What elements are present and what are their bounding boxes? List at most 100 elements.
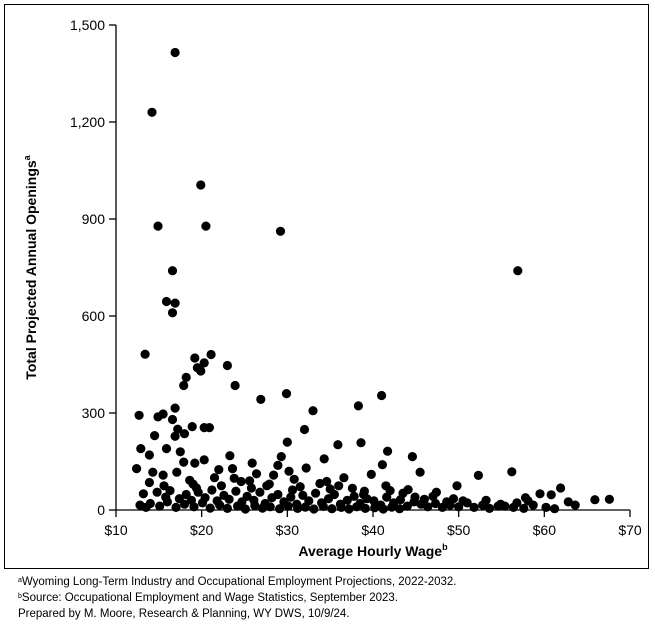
data-point <box>281 389 292 399</box>
data-point <box>462 498 472 508</box>
data-point <box>546 490 556 500</box>
data-point <box>315 478 325 489</box>
data-point <box>273 489 283 500</box>
data-point <box>144 477 154 488</box>
data-point <box>185 475 195 485</box>
data-point <box>311 488 321 498</box>
data-point <box>240 504 250 514</box>
data-point <box>161 296 172 307</box>
data-point <box>167 266 178 276</box>
data-point <box>402 501 412 511</box>
data-point <box>286 492 296 502</box>
data-point <box>170 403 180 413</box>
data-point <box>300 502 310 512</box>
data-point <box>410 492 420 502</box>
data-point <box>222 360 232 371</box>
data-point <box>319 454 329 464</box>
data-point <box>275 226 286 236</box>
data-point <box>181 372 191 382</box>
data-point <box>201 221 211 231</box>
data-point <box>325 484 335 494</box>
data-point <box>284 466 294 476</box>
data-point <box>469 502 479 512</box>
data-point <box>377 390 387 401</box>
data-point <box>251 469 262 479</box>
x-tick-label: $70 <box>618 522 642 538</box>
data-point <box>383 446 393 456</box>
data-point <box>398 488 408 498</box>
data-point <box>299 424 310 435</box>
data-point <box>275 504 285 514</box>
axis-labels: Average Hourly Wageb Total Projected Annu… <box>22 154 448 559</box>
data-point <box>199 455 209 465</box>
footnote-a-marker: a <box>18 577 22 584</box>
data-point <box>179 380 189 391</box>
data-point <box>227 464 238 474</box>
data-point <box>276 452 286 462</box>
data-point <box>250 500 260 511</box>
data-point <box>428 491 438 501</box>
data-point <box>283 501 293 511</box>
data-point <box>385 486 395 496</box>
data-point <box>298 490 308 500</box>
data-point <box>473 470 483 480</box>
data-point <box>144 450 154 460</box>
data-point <box>282 437 292 447</box>
data-point <box>590 495 600 505</box>
footnote-a-text: Wyoming Long-Term Industry and Occupatio… <box>21 576 457 588</box>
data-point <box>370 503 380 513</box>
data-point <box>170 431 180 441</box>
data-point <box>378 504 388 514</box>
data-point <box>308 406 318 416</box>
footnote-b: bSource: Occupational Employment and Wag… <box>18 591 398 605</box>
prepared-by-text: Prepared by M. Moore, Research & Plannin… <box>18 608 350 620</box>
data-point <box>150 431 160 441</box>
data-point <box>481 495 491 505</box>
data-point <box>179 429 190 439</box>
y-tick-label: 900 <box>82 211 106 227</box>
data-point <box>229 473 239 483</box>
data-point <box>563 497 573 507</box>
data-point <box>273 460 283 470</box>
data-point <box>132 464 142 474</box>
y-axis-title: Total Projected Annual Openingsa <box>22 154 39 379</box>
data-point <box>197 498 208 508</box>
data-point <box>301 463 311 473</box>
data-point <box>162 497 172 507</box>
data-point <box>147 107 157 117</box>
axes: 0 300 600 900 1,200 1,500 $10 $20 $30 $40 $50 $60 $7… <box>70 17 642 538</box>
data-point <box>419 494 429 504</box>
data-point <box>170 47 180 58</box>
data-point <box>352 502 362 512</box>
data-point <box>140 349 150 359</box>
data-point <box>257 503 268 513</box>
data-point <box>214 465 224 475</box>
y-tick-label: 300 <box>82 405 106 421</box>
data-point <box>452 481 462 491</box>
data-point <box>496 499 506 509</box>
data-point <box>158 470 168 480</box>
data-point <box>230 380 240 391</box>
data-point <box>366 469 376 479</box>
data-point <box>246 483 256 493</box>
data-point <box>507 467 517 477</box>
data-point <box>215 500 225 510</box>
data-point <box>233 501 243 511</box>
x-tick-label: $20 <box>190 522 214 538</box>
y-tick-label: 1,500 <box>70 17 105 33</box>
data-point <box>520 493 531 503</box>
footnote-b-marker: b <box>18 593 22 600</box>
data-point <box>167 414 178 425</box>
data-point <box>289 474 299 484</box>
data-point <box>342 495 352 505</box>
data-point <box>395 504 405 514</box>
data-point <box>153 221 163 231</box>
data-point <box>265 502 275 512</box>
data-point <box>247 458 257 468</box>
x-tick-label: $40 <box>361 522 385 538</box>
data-point <box>134 410 144 420</box>
data-point <box>519 503 529 513</box>
data-point <box>245 476 255 486</box>
data-point <box>484 503 495 513</box>
data-point <box>333 440 343 450</box>
